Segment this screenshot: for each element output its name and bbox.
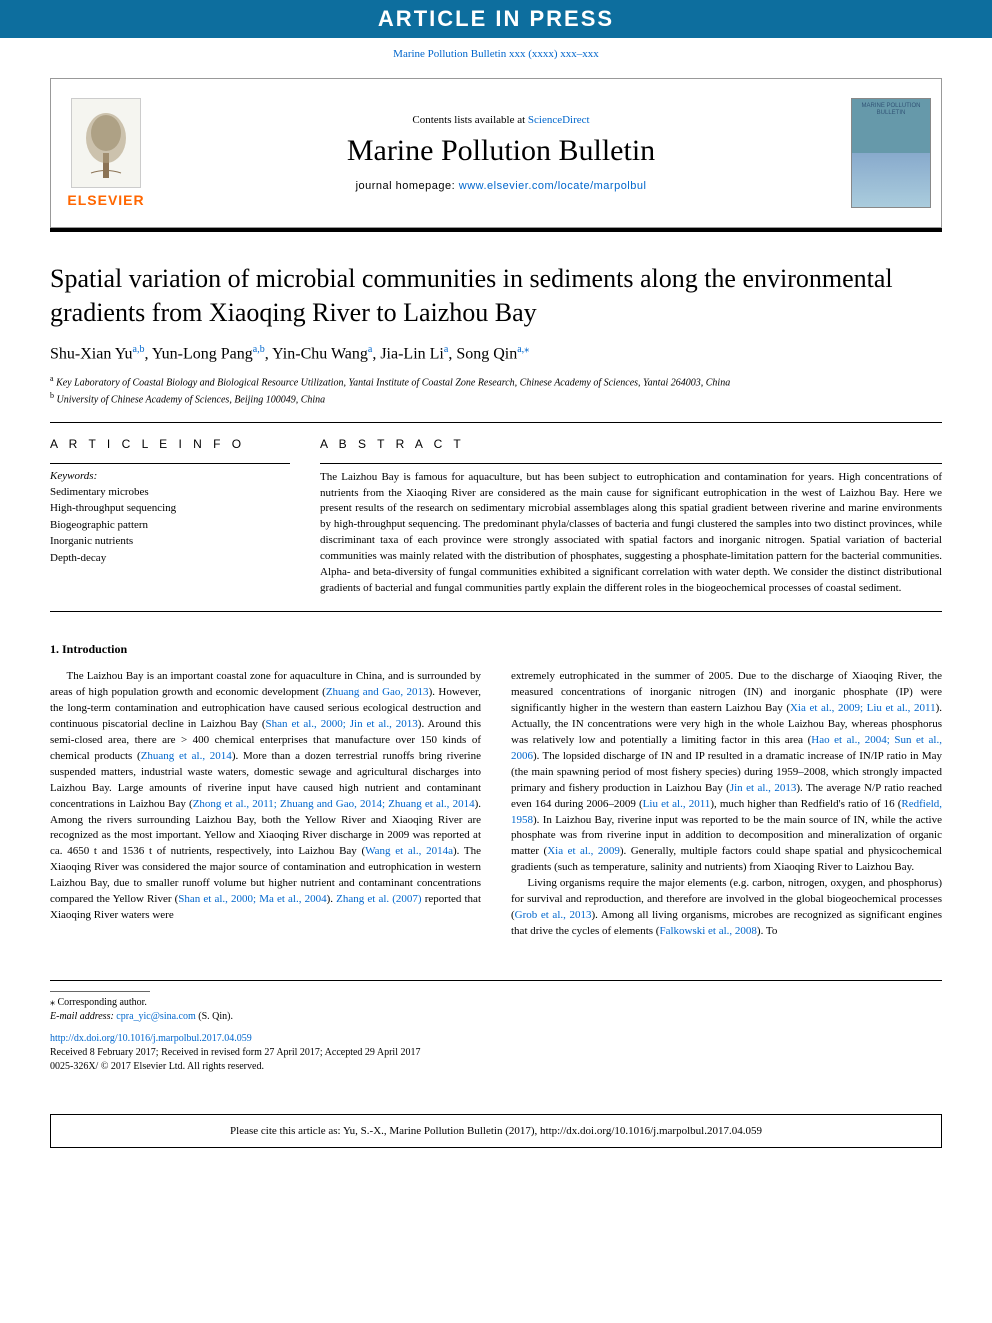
journal-header-box: ELSEVIER Contents lists available at Sci…: [50, 78, 942, 228]
received-line: Received 8 February 2017; Received in re…: [50, 1046, 942, 1060]
header-center-block: Contents lists available at ScienceDirec…: [161, 79, 841, 227]
affiliation-a: a Key Laboratory of Coastal Biology and …: [50, 373, 942, 390]
section-heading-introduction: 1. Introduction: [50, 642, 942, 657]
copyright-line: 0025-326X/ © 2017 Elsevier Ltd. All righ…: [50, 1060, 942, 1074]
email-suffix: (S. Qin).: [196, 1011, 233, 1022]
keyword-item: Inorganic nutrients: [50, 533, 290, 550]
keywords-label: Keywords:: [50, 470, 290, 482]
body-paragraph-2: extremely eutrophicated in the summer of…: [511, 669, 942, 876]
homepage-prefix: journal homepage:: [356, 180, 459, 192]
article-info-heading: A R T I C L E I N F O: [50, 437, 290, 451]
corresponding-author-line: ⁎ Corresponding author.: [50, 996, 942, 1010]
journal-reference-line: Marine Pollution Bulletin xxx (xxxx) xxx…: [0, 38, 992, 78]
article-in-press-banner: ARTICLE IN PRESS: [0, 0, 992, 38]
article-title: Spatial variation of microbial communiti…: [50, 262, 942, 330]
abstract-column: A B S T R A C T The Laizhou Bay is famou…: [320, 437, 942, 598]
keyword-item: Biogeographic pattern: [50, 517, 290, 534]
email-link[interactable]: cpra_yic@sina.com: [116, 1011, 195, 1022]
rule-keywords-top: [50, 463, 290, 464]
keywords-list: Sedimentary microbes High-throughput seq…: [50, 484, 290, 567]
journal-ref-link[interactable]: Marine Pollution Bulletin xxx (xxxx) xxx…: [393, 48, 599, 60]
email-line: E-mail address: cpra_yic@sina.com (S. Qi…: [50, 1010, 942, 1024]
journal-title: Marine Pollution Bulletin: [347, 134, 655, 168]
body-two-columns: The Laizhou Bay is an important coastal …: [50, 669, 942, 940]
rule-below-abstract: [50, 611, 942, 612]
keyword-item: Sedimentary microbes: [50, 484, 290, 501]
article-info-column: A R T I C L E I N F O Keywords: Sediment…: [50, 437, 290, 598]
abstract-text: The Laizhou Bay is famous for aquacultur…: [320, 470, 942, 598]
contents-line: Contents lists available at ScienceDirec…: [412, 114, 589, 126]
keyword-item: Depth-decay: [50, 550, 290, 567]
keyword-item: High-throughput sequencing: [50, 500, 290, 517]
elsevier-logo-block: ELSEVIER: [51, 79, 161, 227]
abstract-heading: A B S T R A C T: [320, 437, 942, 451]
contents-prefix: Contents lists available at: [412, 114, 527, 126]
email-label: E-mail address:: [50, 1011, 116, 1022]
footer-block: ⁎ Corresponding author. E-mail address: …: [50, 980, 942, 1074]
affiliations-block: a Key Laboratory of Coastal Biology and …: [50, 373, 942, 408]
journal-cover-block: MARINE POLLUTION BULLETIN: [841, 79, 941, 227]
body-section: 1. Introduction The Laizhou Bay is an im…: [50, 642, 942, 940]
body-paragraph-1: The Laizhou Bay is an important coastal …: [50, 669, 481, 924]
elsevier-wordmark: ELSEVIER: [67, 192, 144, 208]
article-content-area: Spatial variation of microbial communiti…: [0, 232, 992, 1094]
rule-above-info: [50, 422, 942, 423]
footer-short-rule: [50, 991, 150, 992]
rule-abstract-top: [320, 463, 942, 464]
journal-cover-image: MARINE POLLUTION BULLETIN: [851, 98, 931, 208]
sciencedirect-link[interactable]: ScienceDirect: [528, 114, 590, 126]
affiliation-b: b University of Chinese Academy of Scien…: [50, 390, 942, 407]
doi-link[interactable]: http://dx.doi.org/10.1016/j.marpolbul.20…: [50, 1033, 252, 1044]
authors-line: Shu-Xian Yua,b, Yun-Long Panga,b, Yin-Ch…: [50, 344, 942, 363]
homepage-link[interactable]: www.elsevier.com/locate/marpolbul: [459, 180, 647, 192]
homepage-line: journal homepage: www.elsevier.com/locat…: [356, 180, 647, 192]
cover-title-text: MARINE POLLUTION BULLETIN: [856, 103, 926, 116]
citation-box: Please cite this article as: Yu, S.-X., …: [50, 1114, 942, 1148]
elsevier-tree-icon: [71, 98, 141, 188]
info-abstract-row: A R T I C L E I N F O Keywords: Sediment…: [50, 437, 942, 598]
citation-text: Please cite this article as: Yu, S.-X., …: [230, 1125, 762, 1137]
body-paragraph-3: Living organisms require the major eleme…: [511, 876, 942, 940]
